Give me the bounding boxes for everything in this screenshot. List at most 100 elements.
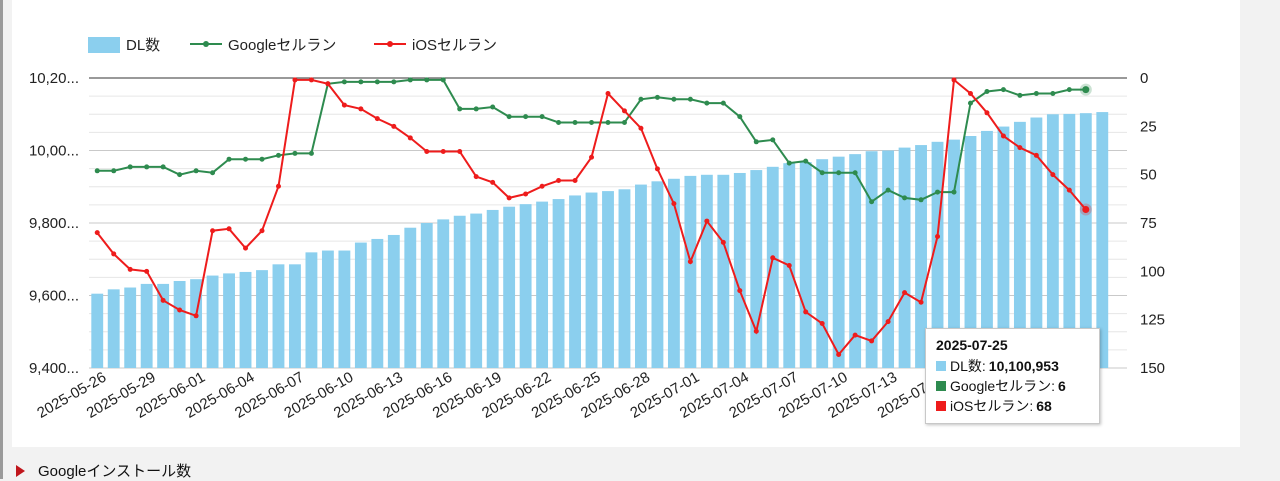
y-right-tick-label: 50 [1140, 167, 1157, 184]
bar-dl [1079, 113, 1092, 368]
google-rank-point [391, 79, 397, 85]
ios-rank-point [391, 123, 397, 129]
bar-dl [948, 139, 960, 369]
google-rank-point [819, 170, 825, 176]
ios-rank-point [852, 332, 858, 338]
bar-dl [635, 184, 647, 368]
ios-rank-point [506, 195, 512, 201]
y-right-tick-label: 125 [1140, 312, 1165, 329]
bar-dl [354, 242, 367, 368]
google-rank-point [358, 79, 364, 85]
google-rank-point [424, 77, 430, 83]
google-rank-point [654, 94, 660, 100]
bar-dl [618, 189, 631, 368]
y-left-tick-label: 9,400... [29, 360, 79, 377]
ios-rank-point [407, 135, 413, 141]
bar-dl [552, 199, 565, 368]
bar-dl [124, 287, 137, 368]
bar-dl [305, 252, 318, 368]
y-left-tick-label: 9,800... [29, 215, 79, 232]
tooltip-row-ios: iOSセルラン: 68 [936, 396, 1089, 416]
ios-rank-point [605, 90, 611, 96]
google-rank-point [490, 104, 496, 110]
ios-rank-point [523, 191, 529, 197]
bar-dl [684, 175, 697, 369]
chart-tooltip: 2025-07-25 DL数: 10,100,953 Googleセルラン: 6… [925, 328, 1100, 424]
bar-dl [140, 283, 153, 368]
google-rank-point [621, 119, 627, 125]
y-left-tick-label: 9,600... [29, 288, 79, 305]
y-right-tick-label: 100 [1140, 263, 1165, 280]
ios-rank-point [1033, 152, 1039, 158]
tooltip-swatch-google [936, 381, 946, 391]
ios-rank-point [1082, 205, 1090, 213]
bar-dl [832, 156, 845, 368]
google-rank-point [1033, 90, 1039, 96]
legend-label-ios: iOSセルラン [412, 37, 497, 54]
bar-dl [371, 238, 384, 368]
bar-dl [898, 147, 911, 368]
bar-dl [882, 150, 895, 368]
expand-triangle-icon [16, 464, 25, 477]
google-rank-point [457, 106, 463, 112]
ios-rank-point [424, 148, 430, 154]
ios-rank-point [490, 179, 496, 185]
ios-rank-point [869, 338, 875, 344]
bar-dl [157, 283, 170, 368]
legend-marker-ios [387, 41, 393, 47]
google-rank-point [259, 156, 265, 162]
ios-rank-point [111, 251, 117, 257]
page-right-margin [1240, 0, 1280, 447]
google-rank-point [308, 150, 314, 156]
google-rank-point [473, 106, 479, 112]
section-google-installs-toggle[interactable]: Googleインストール数 [16, 462, 191, 480]
bar-dl [1096, 112, 1109, 368]
bar-dl [849, 154, 862, 369]
bar-dl [931, 141, 944, 368]
bar-dl [1063, 113, 1076, 369]
bar-dl [585, 192, 598, 368]
ios-rank-point [374, 116, 380, 122]
ios-rank-point [902, 290, 908, 296]
bar-dl [997, 126, 1010, 368]
bar-dl [865, 151, 878, 368]
ios-rank-point [967, 90, 973, 96]
bar-dl [437, 219, 450, 369]
ios-rank-point [621, 108, 627, 114]
google-rank-point [292, 150, 298, 156]
ios-rank-point [308, 77, 314, 83]
bar-dl [503, 206, 516, 368]
google-rank-point [589, 119, 595, 125]
y-right-tick-label: 25 [1140, 118, 1157, 135]
bar-dl [915, 145, 927, 368]
ios-rank-point [836, 351, 842, 357]
bar-dl [717, 174, 730, 368]
google-rank-point [523, 114, 529, 120]
google-rank-point [786, 160, 792, 166]
ios-rank-point [885, 319, 891, 325]
tooltip-row-dl: DL数: 10,100,953 [936, 356, 1089, 376]
bar-dl [470, 213, 483, 368]
google-rank-point [935, 189, 941, 195]
google-rank-point [737, 114, 743, 120]
ios-rank-point [819, 321, 825, 327]
legend-label-dl: DL数 [126, 37, 160, 54]
google-rank-point [226, 156, 232, 162]
bar-dl [536, 201, 549, 368]
bar-dl [256, 270, 268, 369]
ios-rank-point [935, 234, 941, 240]
bar-dl [766, 166, 779, 368]
google-rank-point [671, 96, 677, 102]
bar-dl [1030, 117, 1043, 368]
bar-dl [223, 273, 235, 368]
ios-rank-point [556, 177, 562, 183]
ios-rank-point [325, 81, 331, 87]
ios-rank-point [803, 309, 809, 315]
ios-rank-point [1000, 133, 1006, 139]
ios-rank-point [572, 177, 578, 183]
ios-rank-point [671, 201, 677, 207]
ios-rank-point [292, 77, 298, 83]
google-rank-point [341, 79, 347, 85]
tooltip-label-dl: DL数: [950, 358, 986, 374]
